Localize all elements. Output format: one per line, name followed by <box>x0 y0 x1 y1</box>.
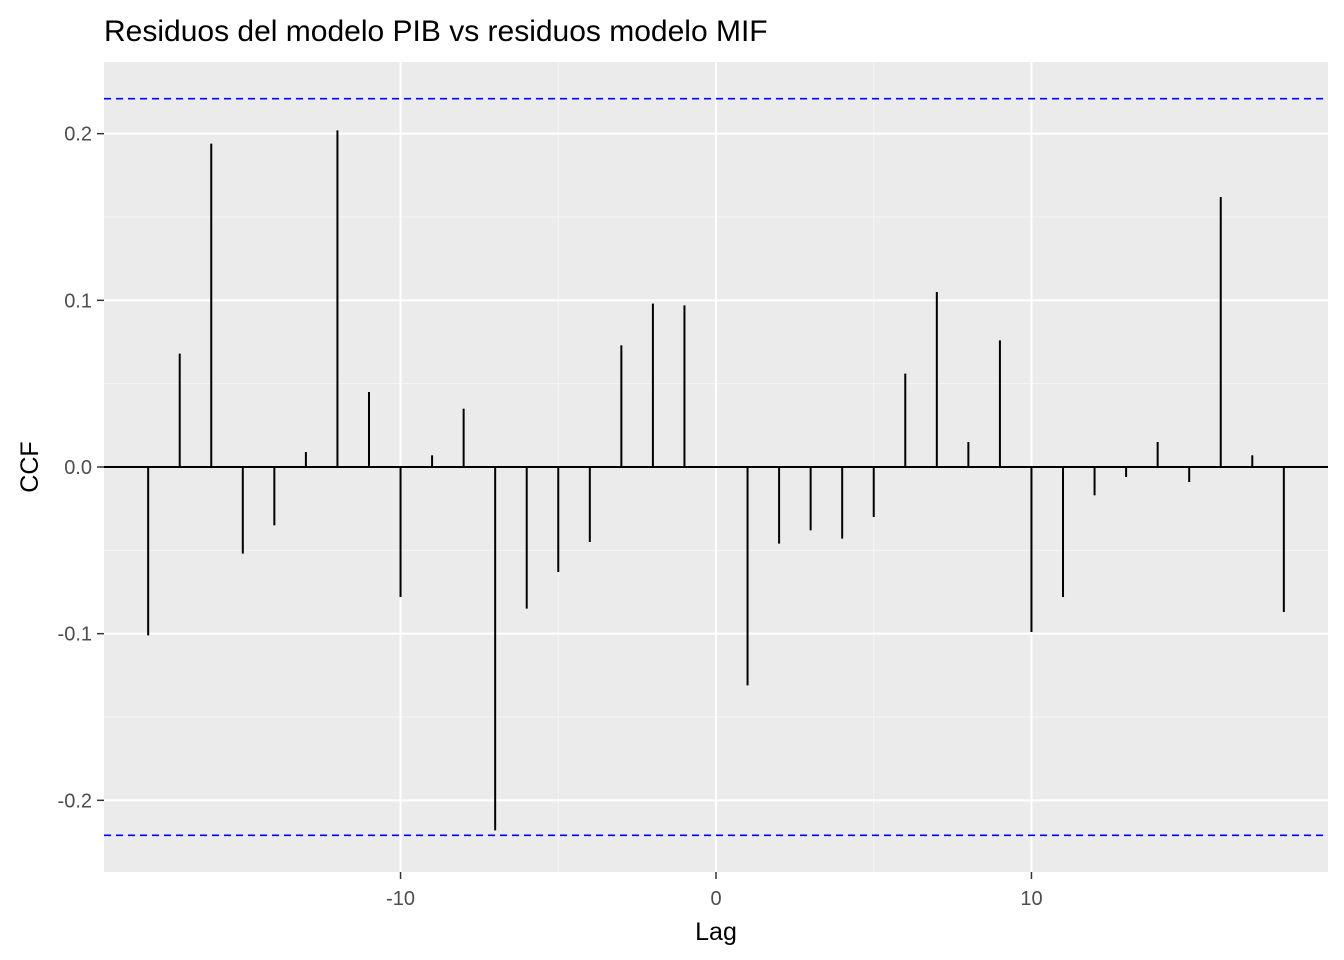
y-tick-label: -0.1 <box>58 624 92 646</box>
x-axis-title: Lag <box>695 918 737 946</box>
y-axis: -0.2 -0.1 0.0 0.1 0.2 <box>58 124 104 812</box>
y-tick-label: 0.0 <box>64 457 92 479</box>
x-tick-label: -10 <box>386 888 415 910</box>
x-tick-label: 10 <box>1020 888 1042 910</box>
y-axis-title: CCF <box>16 441 44 492</box>
chart-title: Residuos del modelo PIB vs residuos mode… <box>104 15 768 48</box>
y-tick-label: -0.2 <box>58 790 92 812</box>
x-axis: -10 0 10 <box>386 872 1043 910</box>
ccf-bars <box>147 130 1285 831</box>
y-tick-label: 0.1 <box>64 290 92 312</box>
y-tick-label: 0.2 <box>64 124 92 146</box>
confidence-lines <box>104 97 1328 837</box>
x-tick-label: 0 <box>710 888 721 910</box>
